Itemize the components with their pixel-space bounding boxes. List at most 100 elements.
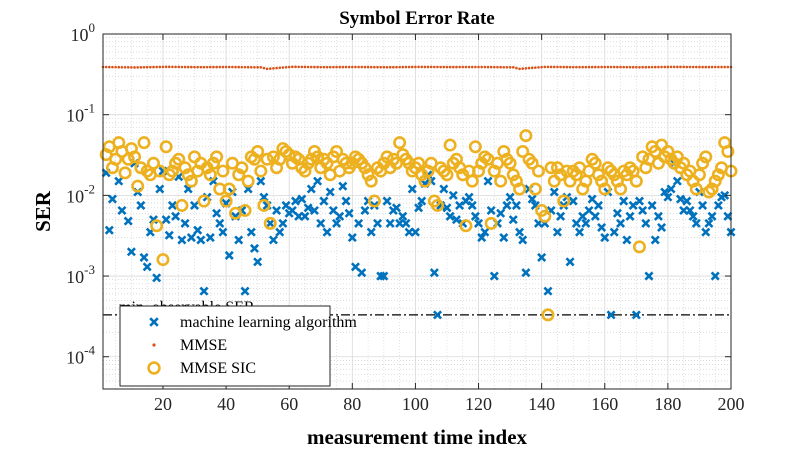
ml-x-marker [609,227,619,237]
sic-circle-marker [610,174,624,188]
mmse-dot-marker [515,66,518,70]
ml-x-marker [496,208,506,218]
ml-x-marker [148,215,159,225]
mmse-dot-marker [534,66,537,69]
ml-x-marker [249,243,259,253]
mmse-dot-marker [341,65,345,69]
mmse-dot-marker [584,65,588,69]
mmse-dot-marker [710,65,714,69]
mmse-dot-marker [161,65,165,69]
ml-x-marker [622,235,632,245]
mmse-dot-marker [221,65,225,69]
sic-circle-marker [544,161,558,175]
x-tick-label: 80 [343,394,361,414]
mmse-dot-marker [313,65,316,69]
sic-circle-marker [538,209,552,223]
mmse-dot-marker [429,65,433,69]
ml-x-marker [704,218,714,228]
mmse-dot-marker [117,65,121,69]
mmse-dot-marker [158,65,162,69]
mmse-dot-marker [243,65,247,69]
mmse-dot-marker [259,66,263,69]
mmse-dot-marker [426,65,430,69]
mmse-dot-marker [571,65,575,69]
ml-x-marker [612,208,622,218]
mmse-dot-marker [417,65,420,69]
mmse-dot-marker [524,67,528,70]
ml-x-marker [518,235,528,245]
mmse-dot-marker [669,65,673,69]
ml-x-marker [600,233,610,243]
x-tick-label: 200 [718,394,745,414]
mmse-dot-marker [701,65,704,69]
sic-circle-marker [623,161,637,175]
mmse-dot-marker [360,65,364,69]
legend-label: MMSE [180,337,227,354]
mmse-dot-marker [114,65,117,69]
sic-circle-marker [178,161,192,175]
mmse-dot-marker [587,65,591,69]
mmse-dot-marker [218,65,222,69]
sic-circle-marker [251,144,265,158]
mmse-dot-marker [676,65,679,69]
mmse-dot-marker [663,65,667,69]
mmse-dot-marker [328,65,332,69]
mmse-dot-marker [480,65,483,69]
sic-circle-marker [459,219,473,233]
ml-x-marker [616,218,626,228]
sic-circle-marker [421,164,435,178]
ml-x-marker [278,218,288,228]
sic-circle-marker [203,168,217,182]
ml-x-marker [215,218,225,228]
mmse-dot-marker [493,65,496,69]
mmse-dot-marker [439,65,442,69]
ml-x-marker [180,218,190,228]
ml-x-marker [688,211,698,221]
ml-x-marker [638,205,648,215]
mmse-dot-marker [407,65,411,69]
ml-x-marker [489,271,499,281]
mmse-dot-marker [190,65,193,69]
sic-circle-marker [257,198,271,212]
mmse-dot-marker [133,66,136,69]
mmse-dot-marker [275,66,278,70]
ml-x-marker [136,200,146,210]
ml-x-marker [410,227,420,237]
sic-circle-marker [206,156,220,170]
sic-circle-marker [184,174,198,188]
mmse-dot-marker [272,67,275,70]
mmse-dot-marker [382,65,386,69]
mmse-dot-marker [549,65,553,69]
series-machine-learning [101,158,736,320]
y-axis-title: SER [31,190,55,232]
sic-circle-marker [525,156,539,170]
mmse-dot-marker [455,65,458,69]
sic-circle-marker [232,168,246,182]
mmse-dot-marker [142,65,146,69]
sic-circle-marker [711,168,725,182]
ml-x-marker [186,233,196,243]
ml-x-marker [723,211,733,221]
mmse-dot-marker [552,65,556,69]
mmse-dot-marker [451,65,455,69]
ml-x-marker [319,196,329,206]
mmse-dot-marker [395,65,398,69]
mmse-dot-marker [174,65,177,69]
ml-x-marker [499,233,509,243]
sic-circle-marker [412,156,426,170]
y-tick-label: 100 [71,20,96,45]
sic-circle-marker [629,174,643,188]
mmse-dot-marker [448,65,452,69]
sic-circle-marker [358,161,372,175]
ml-x-marker [265,218,275,228]
mmse-dot-marker [306,65,310,69]
mmse-dot-marker [224,65,228,69]
ml-x-marker [451,215,461,225]
mmse-dot-marker [609,65,613,69]
ml-x-marker [306,184,316,194]
sic-circle-marker [150,219,164,233]
mmse-dot-marker [691,65,695,69]
ml-x-marker [650,235,660,245]
sic-circle-marker [197,194,211,208]
mmse-dot-marker [388,65,392,69]
